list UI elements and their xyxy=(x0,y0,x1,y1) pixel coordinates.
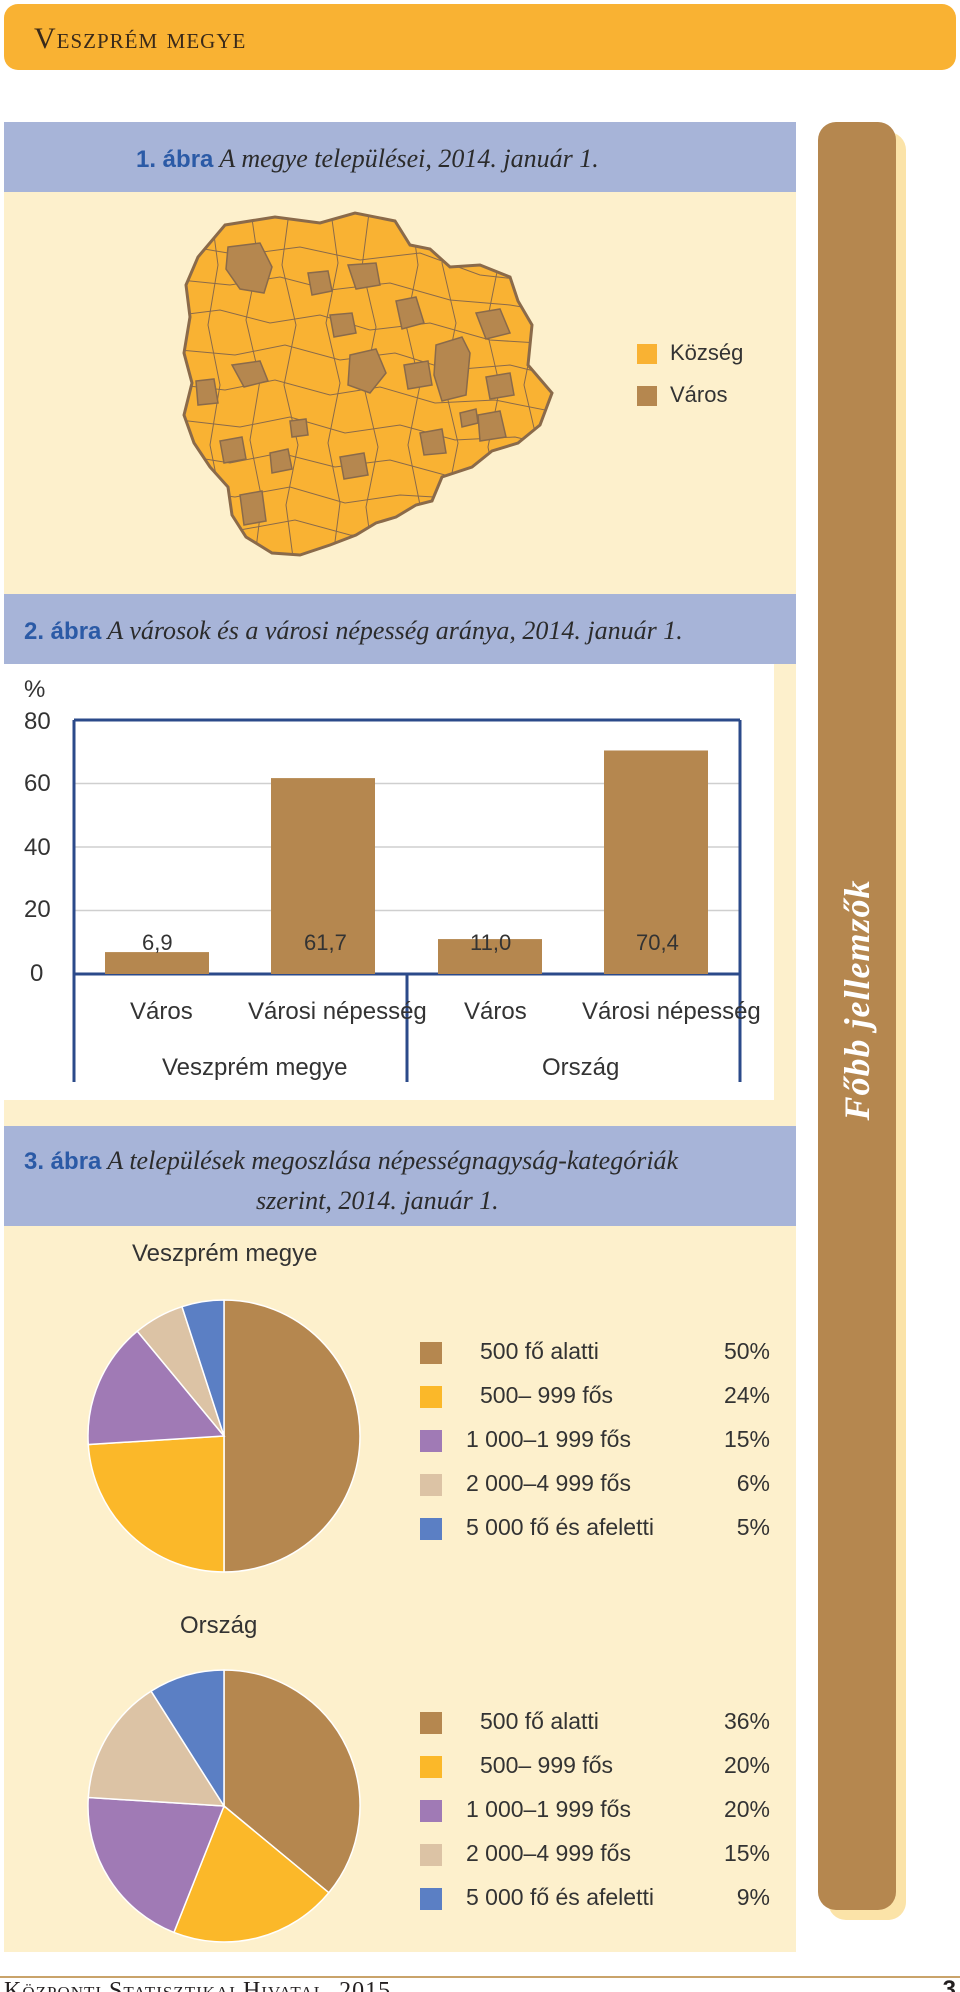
bar-chart xyxy=(72,718,742,1082)
legend-value: 20% xyxy=(723,1796,770,1822)
pie2-legend-row: 2 000–4 999 fős 15% xyxy=(420,1838,770,1872)
pie2-legend-row: 1 000–1 999 fős 20% xyxy=(420,1794,770,1828)
pie1-legend-row: 500– 999 fős 24% xyxy=(420,1380,770,1414)
legend-swatch xyxy=(420,1844,442,1866)
legend-swatch xyxy=(420,1342,442,1364)
sidebar-tab xyxy=(818,122,896,1910)
legend-value: 20% xyxy=(723,1752,770,1778)
pie2-legend-row: 500 fő alatti 36% xyxy=(420,1706,770,1740)
figure1-caption: A megye települései, 2014. január 1. xyxy=(219,144,599,173)
legend-label: 500– 999 fős xyxy=(480,1752,614,1778)
legend-value: 24% xyxy=(723,1382,770,1408)
footer-publisher: Központi Statisztikai Hivatal, 2015 xyxy=(4,1978,392,1992)
legend-label: 1 000–1 999 fős xyxy=(466,1796,631,1822)
figure2-title: 2. ábra A városok és a városi népesség a… xyxy=(24,616,683,646)
legend-kozseg-label: Község xyxy=(670,340,744,365)
pie-chart-orszag xyxy=(87,1669,361,1943)
legend-swatch xyxy=(420,1430,442,1452)
legend-swatch xyxy=(420,1386,442,1408)
category-label: Város xyxy=(130,998,193,1025)
legend-value: 15% xyxy=(723,1426,770,1452)
figure1-number: 1. ábra xyxy=(136,146,214,173)
figure3-number: 3. ábra xyxy=(24,1148,102,1175)
figure2-title-bar xyxy=(4,594,796,664)
legend-label: 500– 999 fős xyxy=(480,1382,614,1408)
bar-value-label: 70,4 xyxy=(636,930,679,955)
group-label: Veszprém megye xyxy=(162,1054,348,1081)
y-tick-label: 60 xyxy=(24,770,51,797)
pie-slice xyxy=(172,1804,330,1943)
footer-rule xyxy=(0,1976,960,1978)
pie1-legend-row: 500 fő alatti 50% xyxy=(420,1336,770,1370)
legend-value: 6% xyxy=(736,1470,770,1496)
pie-slice xyxy=(150,1669,225,1809)
legend-label: 2 000–4 999 fős xyxy=(466,1470,631,1496)
legend-swatch xyxy=(420,1756,442,1778)
pie-slice xyxy=(87,1796,226,1934)
group-label: Ország xyxy=(542,1054,620,1081)
y-tick-label: 40 xyxy=(24,834,51,861)
bar xyxy=(438,939,542,974)
legend-value: 9% xyxy=(736,1884,770,1910)
pie1-legend-row: 2 000–4 999 fős 6% xyxy=(420,1468,770,1502)
category-label: Városi népesség xyxy=(582,998,761,1025)
county-map xyxy=(182,211,554,557)
legend-varos-swatch xyxy=(637,386,657,406)
figure3-title-line1: 3. ábra A települések megoszlása népessé… xyxy=(24,1146,678,1176)
legend-label: 5 000 fő és afeletti xyxy=(466,1884,654,1910)
pie2-legend-row: 500– 999 fős 20% xyxy=(420,1750,770,1784)
pie-slice xyxy=(223,1299,361,1573)
pie1-title: Veszprém megye xyxy=(132,1240,318,1267)
pie-slice xyxy=(87,1330,226,1446)
y-axis-unit: % xyxy=(24,676,46,703)
y-tick-label: 80 xyxy=(24,708,51,735)
bar-value-label: 61,7 xyxy=(304,930,347,955)
pie-slice xyxy=(87,1690,226,1807)
bar xyxy=(604,750,708,974)
page-title: Veszprém megye xyxy=(34,22,247,55)
pie2-title: Ország xyxy=(180,1612,258,1639)
legend-label: 500 fő alatti xyxy=(480,1708,599,1734)
y-tick-label: 20 xyxy=(24,896,51,923)
legend-swatch xyxy=(420,1800,442,1822)
legend-swatch xyxy=(420,1518,442,1540)
figure3-caption-line1: A települések megoszlása népességnagyság… xyxy=(107,1146,679,1175)
pie-slice xyxy=(181,1299,225,1437)
page-number: 3 xyxy=(942,1976,956,1992)
legend-swatch xyxy=(420,1474,442,1496)
pie2-legend-row: 5 000 fő és afeletti 9% xyxy=(420,1882,770,1916)
pie1-legend-row: 5 000 fő és afeletti 5% xyxy=(420,1512,770,1546)
legend-kozseg-swatch xyxy=(637,344,657,364)
legend-value: 5% xyxy=(736,1514,770,1540)
pie-slice xyxy=(87,1435,225,1573)
legend-label: 2 000–4 999 fős xyxy=(466,1840,631,1866)
figure2-number: 2. ábra xyxy=(24,618,102,645)
bar-value-label: 11,0 xyxy=(470,930,512,955)
legend-swatch xyxy=(420,1888,442,1910)
category-label: Városi népesség xyxy=(248,998,427,1025)
legend-value: 15% xyxy=(723,1840,770,1866)
pie1-legend-row: 1 000–1 999 fős 15% xyxy=(420,1424,770,1458)
figure2-caption: A városok és a városi népesség aránya, 2… xyxy=(107,616,683,645)
pie-chart-veszprem xyxy=(87,1299,361,1573)
legend-label: 1 000–1 999 fős xyxy=(466,1426,631,1452)
pie-slice xyxy=(223,1669,361,1894)
legend-value: 50% xyxy=(723,1338,770,1364)
legend-swatch xyxy=(420,1712,442,1734)
header-bar: Veszprém megye xyxy=(4,4,956,70)
legend-label: 500 fő alatti xyxy=(480,1338,599,1364)
legend-label: 5 000 fő és afeletti xyxy=(466,1514,654,1540)
bar xyxy=(271,778,375,974)
figure1-title-bar xyxy=(4,122,796,192)
bar-value-label: 6,9 xyxy=(142,930,173,955)
figure1-title: 1. ábra A megye települései, 2014. januá… xyxy=(136,144,599,174)
bar xyxy=(105,952,209,974)
legend-value: 36% xyxy=(723,1708,770,1734)
figure3-title-line2: szerint, 2014. január 1. xyxy=(256,1186,499,1215)
legend-varos-label: Város xyxy=(670,382,728,407)
y-tick-label: 0 xyxy=(30,960,44,987)
figure3-title-bar xyxy=(4,1126,796,1226)
category-label: Város xyxy=(464,998,527,1025)
